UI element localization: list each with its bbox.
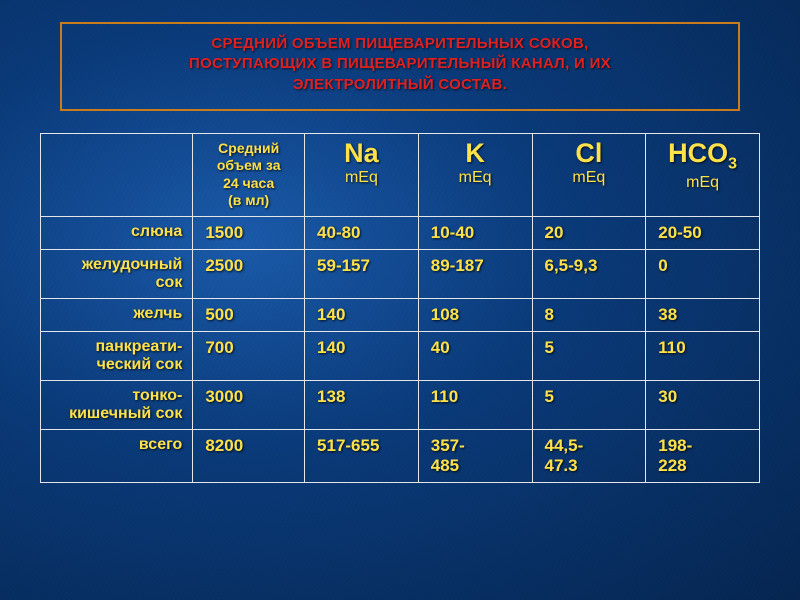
table-row: слюна150040-8010-402020-50 (41, 216, 760, 249)
cell-k: 40 (418, 331, 532, 380)
title-line-1: СРЕДНИЙ ОБЪЕМ ПИЩЕВАРИТЕЛЬНЫХ СОКОВ, (92, 34, 708, 54)
hdr-vol-l3: 24 часа (223, 175, 274, 191)
title-box: СРЕДНИЙ ОБЪЕМ ПИЩЕВАРИТЕЛЬНЫХ СОКОВ, ПОС… (60, 22, 740, 111)
digestive-juices-table: Средний объем за 24 часа (в мл) Na mEq K… (40, 133, 760, 483)
cell-hco3: 198-228 (646, 429, 760, 482)
hdr-vol-l4: (в мл) (228, 192, 269, 208)
cell-volume: 2500 (193, 249, 305, 298)
cell-cl: 5 (532, 380, 646, 429)
k-symbol: K (465, 138, 485, 168)
header-na: Na mEq (305, 133, 419, 216)
cell-cl: 6,5-9,3 (532, 249, 646, 298)
header-hco3: HCO3 mEq (646, 133, 760, 216)
cell-na: 517-655 (305, 429, 419, 482)
cell-hco3: 0 (646, 249, 760, 298)
hdr-vol-l1: Средний (218, 140, 279, 156)
na-symbol: Na (344, 138, 379, 168)
row-label: всего (41, 429, 193, 482)
cell-k: 89-187 (418, 249, 532, 298)
cell-na: 40-80 (305, 216, 419, 249)
hdr-vol-l2: объем за (217, 157, 281, 173)
k-unit: mEq (427, 169, 524, 187)
cell-hco3: 110 (646, 331, 760, 380)
slide: СРЕДНИЙ ОБЪЕМ ПИЩЕВАРИТЕЛЬНЫХ СОКОВ, ПОС… (0, 0, 800, 600)
cell-na: 138 (305, 380, 419, 429)
cell-k: 110 (418, 380, 532, 429)
table-row: всего8200517-655357-48544,5-47.3198-228 (41, 429, 760, 482)
cell-k: 10-40 (418, 216, 532, 249)
cl-unit: mEq (541, 169, 638, 187)
cell-na: 140 (305, 331, 419, 380)
cell-k: 108 (418, 298, 532, 331)
row-label: желудочныйсок (41, 249, 193, 298)
table-row: тонко-кишечный сок3000138110530 (41, 380, 760, 429)
row-label: желчь (41, 298, 193, 331)
cell-cl: 5 (532, 331, 646, 380)
title-line-3: ЭЛЕКТРОЛИТНЫЙ СОСТАВ. (92, 75, 708, 95)
table-header-row: Средний объем за 24 часа (в мл) Na mEq K… (41, 133, 760, 216)
table-row: желудочныйсок250059-15789-1876,5-9,30 (41, 249, 760, 298)
header-k: K mEq (418, 133, 532, 216)
cell-hco3: 30 (646, 380, 760, 429)
hco3-symbol: HCO3 (668, 138, 737, 168)
cell-na: 59-157 (305, 249, 419, 298)
cell-na: 140 (305, 298, 419, 331)
na-unit: mEq (313, 169, 410, 187)
table-row: желчь500140108838 (41, 298, 760, 331)
cell-volume: 8200 (193, 429, 305, 482)
header-volume: Средний объем за 24 часа (в мл) (193, 133, 305, 216)
cell-cl: 20 (532, 216, 646, 249)
cell-volume: 500 (193, 298, 305, 331)
hco3-unit: mEq (654, 174, 751, 192)
cell-volume: 3000 (193, 380, 305, 429)
cell-cl: 8 (532, 298, 646, 331)
cell-volume: 1500 (193, 216, 305, 249)
header-cl: Cl mEq (532, 133, 646, 216)
row-label: тонко-кишечный сок (41, 380, 193, 429)
cell-hco3: 38 (646, 298, 760, 331)
table-body: слюна150040-8010-402020-50желудочныйсок2… (41, 216, 760, 482)
title-line-2: ПОСТУПАЮЩИХ В ПИЩЕВАРИТЕЛЬНЫЙ КАНАЛ, И И… (92, 54, 708, 74)
table-row: панкреати-ческий сок700140405110 (41, 331, 760, 380)
row-label: панкреати-ческий сок (41, 331, 193, 380)
header-empty (41, 133, 193, 216)
cell-hco3: 20-50 (646, 216, 760, 249)
cell-cl: 44,5-47.3 (532, 429, 646, 482)
cl-symbol: Cl (575, 138, 602, 168)
cell-k: 357-485 (418, 429, 532, 482)
cell-volume: 700 (193, 331, 305, 380)
row-label: слюна (41, 216, 193, 249)
